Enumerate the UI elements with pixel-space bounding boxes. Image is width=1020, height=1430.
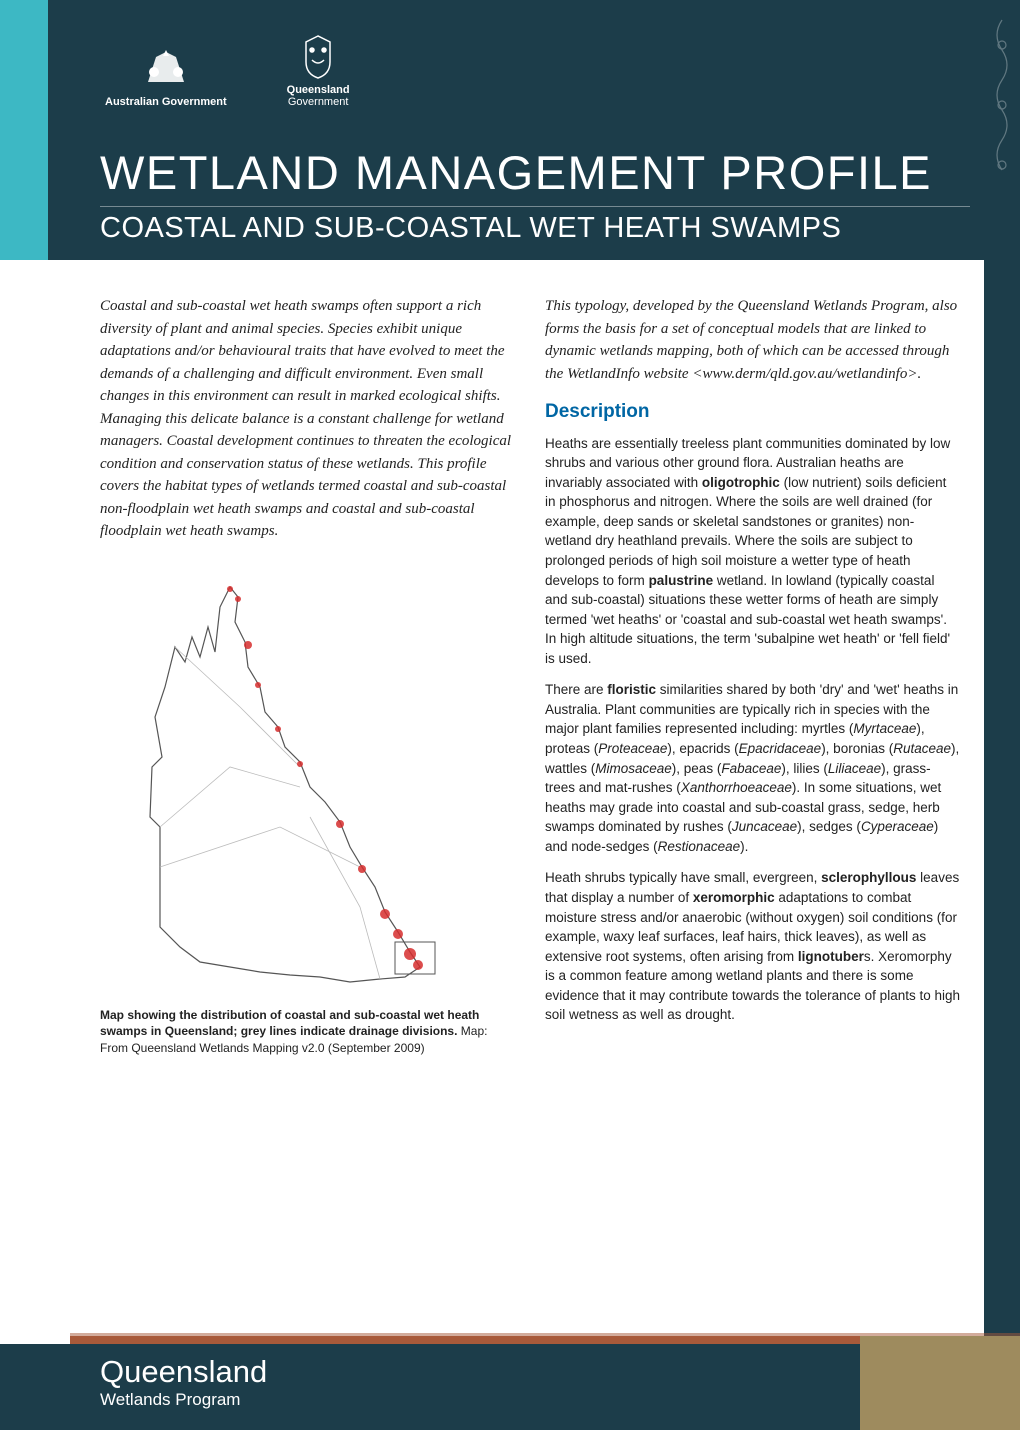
qld-crest-icon — [288, 30, 348, 80]
right-side-strip — [984, 0, 1020, 1430]
aus-gov-logo: Australian Government — [105, 42, 227, 108]
logos-row: Australian Government Queensland Governm… — [105, 30, 350, 108]
description-heading: Description — [545, 399, 960, 426]
qld-gov-label-1: Queensland — [287, 84, 350, 96]
description-para-1: Heaths are essentially treeless plant co… — [545, 434, 960, 669]
coat-of-arms-icon — [136, 42, 196, 92]
description-para-2: There are floristic similarities shared … — [545, 680, 960, 856]
intro-text-left: Coastal and sub-coastal wet heath swamps… — [100, 295, 515, 543]
intro-text-right: This typology, developed by the Queensla… — [545, 295, 960, 385]
decorative-swirls-icon — [988, 10, 1016, 250]
footer-khaki-block — [860, 1336, 1020, 1430]
qld-gov-label-2: Government — [288, 96, 349, 108]
qld-map — [100, 567, 480, 997]
left-column: Coastal and sub-coastal wet heath swamps… — [100, 295, 515, 1057]
right-column: This typology, developed by the Queensla… — [545, 295, 960, 1057]
qld-gov-logo: Queensland Government — [287, 30, 350, 108]
description-para-3: Heath shrubs typically have small, everg… — [545, 868, 960, 1025]
page-title: WETLAND MANAGEMENT PROFILE — [100, 145, 970, 207]
footer-text: Queensland Wetlands Program — [100, 1354, 267, 1410]
map-caption-bold: Map showing the distribution of coastal … — [100, 1008, 479, 1039]
map-figure: Map showing the distribution of coastal … — [100, 567, 515, 1057]
map-caption: Map showing the distribution of coastal … — [100, 1007, 515, 1057]
teal-side-strip — [0, 0, 48, 260]
page-subtitle: COASTAL AND SUB-COASTAL WET HEATH SWAMPS — [100, 212, 841, 245]
aus-gov-label: Australian Government — [105, 96, 227, 108]
content-columns: Coastal and sub-coastal wet heath swamps… — [100, 295, 960, 1057]
footer-line-2: Wetlands Program — [100, 1390, 267, 1410]
footer-line-1: Queensland — [100, 1354, 267, 1390]
